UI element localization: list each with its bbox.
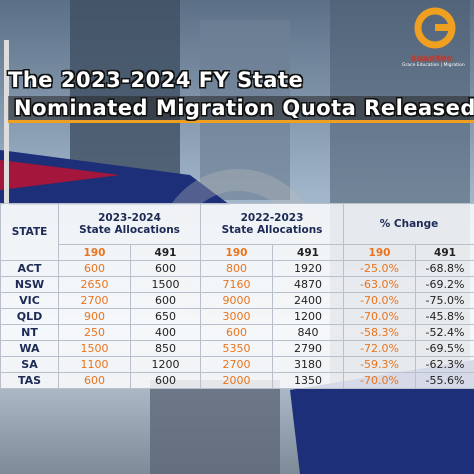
sub-header: 491: [415, 244, 474, 261]
cell: -69.5%: [415, 340, 474, 357]
cell: 3180: [272, 356, 344, 373]
group-sub: State Allocations: [79, 224, 180, 236]
sub-header: 190: [58, 244, 131, 261]
cell: -25.0%: [343, 260, 416, 277]
cell: 1500: [130, 276, 201, 293]
cell: 800: [200, 260, 273, 277]
cell: 2790: [272, 340, 344, 357]
quota-table: STATE 2023-2024 State Allocations 2022-20…: [0, 203, 474, 389]
state-cell: TAS: [0, 372, 59, 389]
cell: 1920: [272, 260, 344, 277]
logo-icon: [414, 7, 456, 49]
state-cell: SA: [0, 356, 59, 373]
logo-english: Grace Education | Migration: [402, 63, 465, 68]
state-cell: NSW: [0, 276, 59, 293]
cell: 2650: [58, 276, 131, 293]
cell: -70.0%: [343, 372, 416, 389]
table-row: ACT 600 600 800 1920 -25.0% -68.8%: [0, 260, 474, 277]
year: 2023-2024: [98, 212, 161, 224]
cell: -62.3%: [415, 356, 474, 373]
title-line: Nominated Migration Quota Released: [8, 96, 474, 123]
cell: -59.3%: [343, 356, 416, 373]
table-row: TAS 600 600 2000 1350 -70.0% -55.6%: [0, 372, 474, 389]
cell: 840: [272, 324, 344, 341]
group-header: % Change: [343, 203, 474, 245]
cell: -69.2%: [415, 276, 474, 293]
cell: 4870: [272, 276, 344, 293]
cell: -52.4%: [415, 324, 474, 341]
cell: -75.0%: [415, 292, 474, 309]
group-header: 2023-2024 State Allocations: [58, 203, 201, 245]
cell: 650: [130, 308, 201, 325]
cell: -72.0%: [343, 340, 416, 357]
group-header: 2022-2023 State Allocations: [200, 203, 344, 245]
table-row: NT 250 400 600 840 -58.3% -52.4%: [0, 324, 474, 341]
state-cell: VIC: [0, 292, 59, 309]
group-sub: State Allocations: [221, 224, 323, 236]
cell: 600: [58, 260, 131, 277]
sub-header: 190: [200, 244, 273, 261]
cell: 1500: [58, 340, 131, 357]
sub-header: 491: [272, 244, 344, 261]
state-cell: QLD: [0, 308, 59, 325]
cell: 600: [58, 372, 131, 389]
cell: 5350: [200, 340, 273, 357]
cell: 1200: [130, 356, 201, 373]
logo: 格瑞絲留學移民 Grace Education | Migration: [402, 6, 465, 68]
sub-header: 491: [130, 244, 201, 261]
table-row: SA 1100 1200 2700 3180 -59.3% -62.3%: [0, 356, 474, 373]
cell: 600: [130, 372, 201, 389]
cell: 2700: [200, 356, 273, 373]
cell: -58.3%: [343, 324, 416, 341]
cell: 2000: [200, 372, 273, 389]
cell: 2400: [272, 292, 344, 309]
cell: 850: [130, 340, 201, 357]
cell: 400: [130, 324, 201, 341]
cell: 2700: [58, 292, 131, 309]
cell: -63.0%: [343, 276, 416, 293]
title-line: The 2023-2024 FY State: [8, 68, 304, 92]
cell: 1350: [272, 372, 344, 389]
state-header: STATE: [0, 203, 59, 261]
cell: 600: [200, 324, 273, 341]
table-row: QLD 900 650 3000 1200 -70.0% -45.8%: [0, 308, 474, 325]
cell: 600: [130, 260, 201, 277]
table-row: VIC 2700 600 9000 2400 -70.0% -75.0%: [0, 292, 474, 309]
cell: 900: [58, 308, 131, 325]
table-row: NSW 2650 1500 7160 4870 -63.0% -69.2%: [0, 276, 474, 293]
sub-header: 190: [343, 244, 416, 261]
cell: -70.0%: [343, 292, 416, 309]
cell: 1100: [58, 356, 131, 373]
cell: 9000: [200, 292, 273, 309]
state-cell: WA: [0, 340, 59, 357]
cell: -70.0%: [343, 308, 416, 325]
year: 2022-2023: [240, 212, 304, 224]
state-cell: ACT: [0, 260, 59, 277]
cell: 7160: [200, 276, 273, 293]
cell: 600: [130, 292, 201, 309]
cell: 250: [58, 324, 131, 341]
state-cell: NT: [0, 324, 59, 341]
table-row: WA 1500 850 5350 2790 -72.0% -69.5%: [0, 340, 474, 357]
cell: 1200: [272, 308, 344, 325]
logo-chinese: 格瑞絲留學移民: [410, 56, 453, 63]
cell: -55.6%: [415, 372, 474, 389]
cell: -45.8%: [415, 308, 474, 325]
group-label: % Change: [379, 218, 439, 230]
cell: -68.8%: [415, 260, 474, 277]
cell: 3000: [200, 308, 273, 325]
